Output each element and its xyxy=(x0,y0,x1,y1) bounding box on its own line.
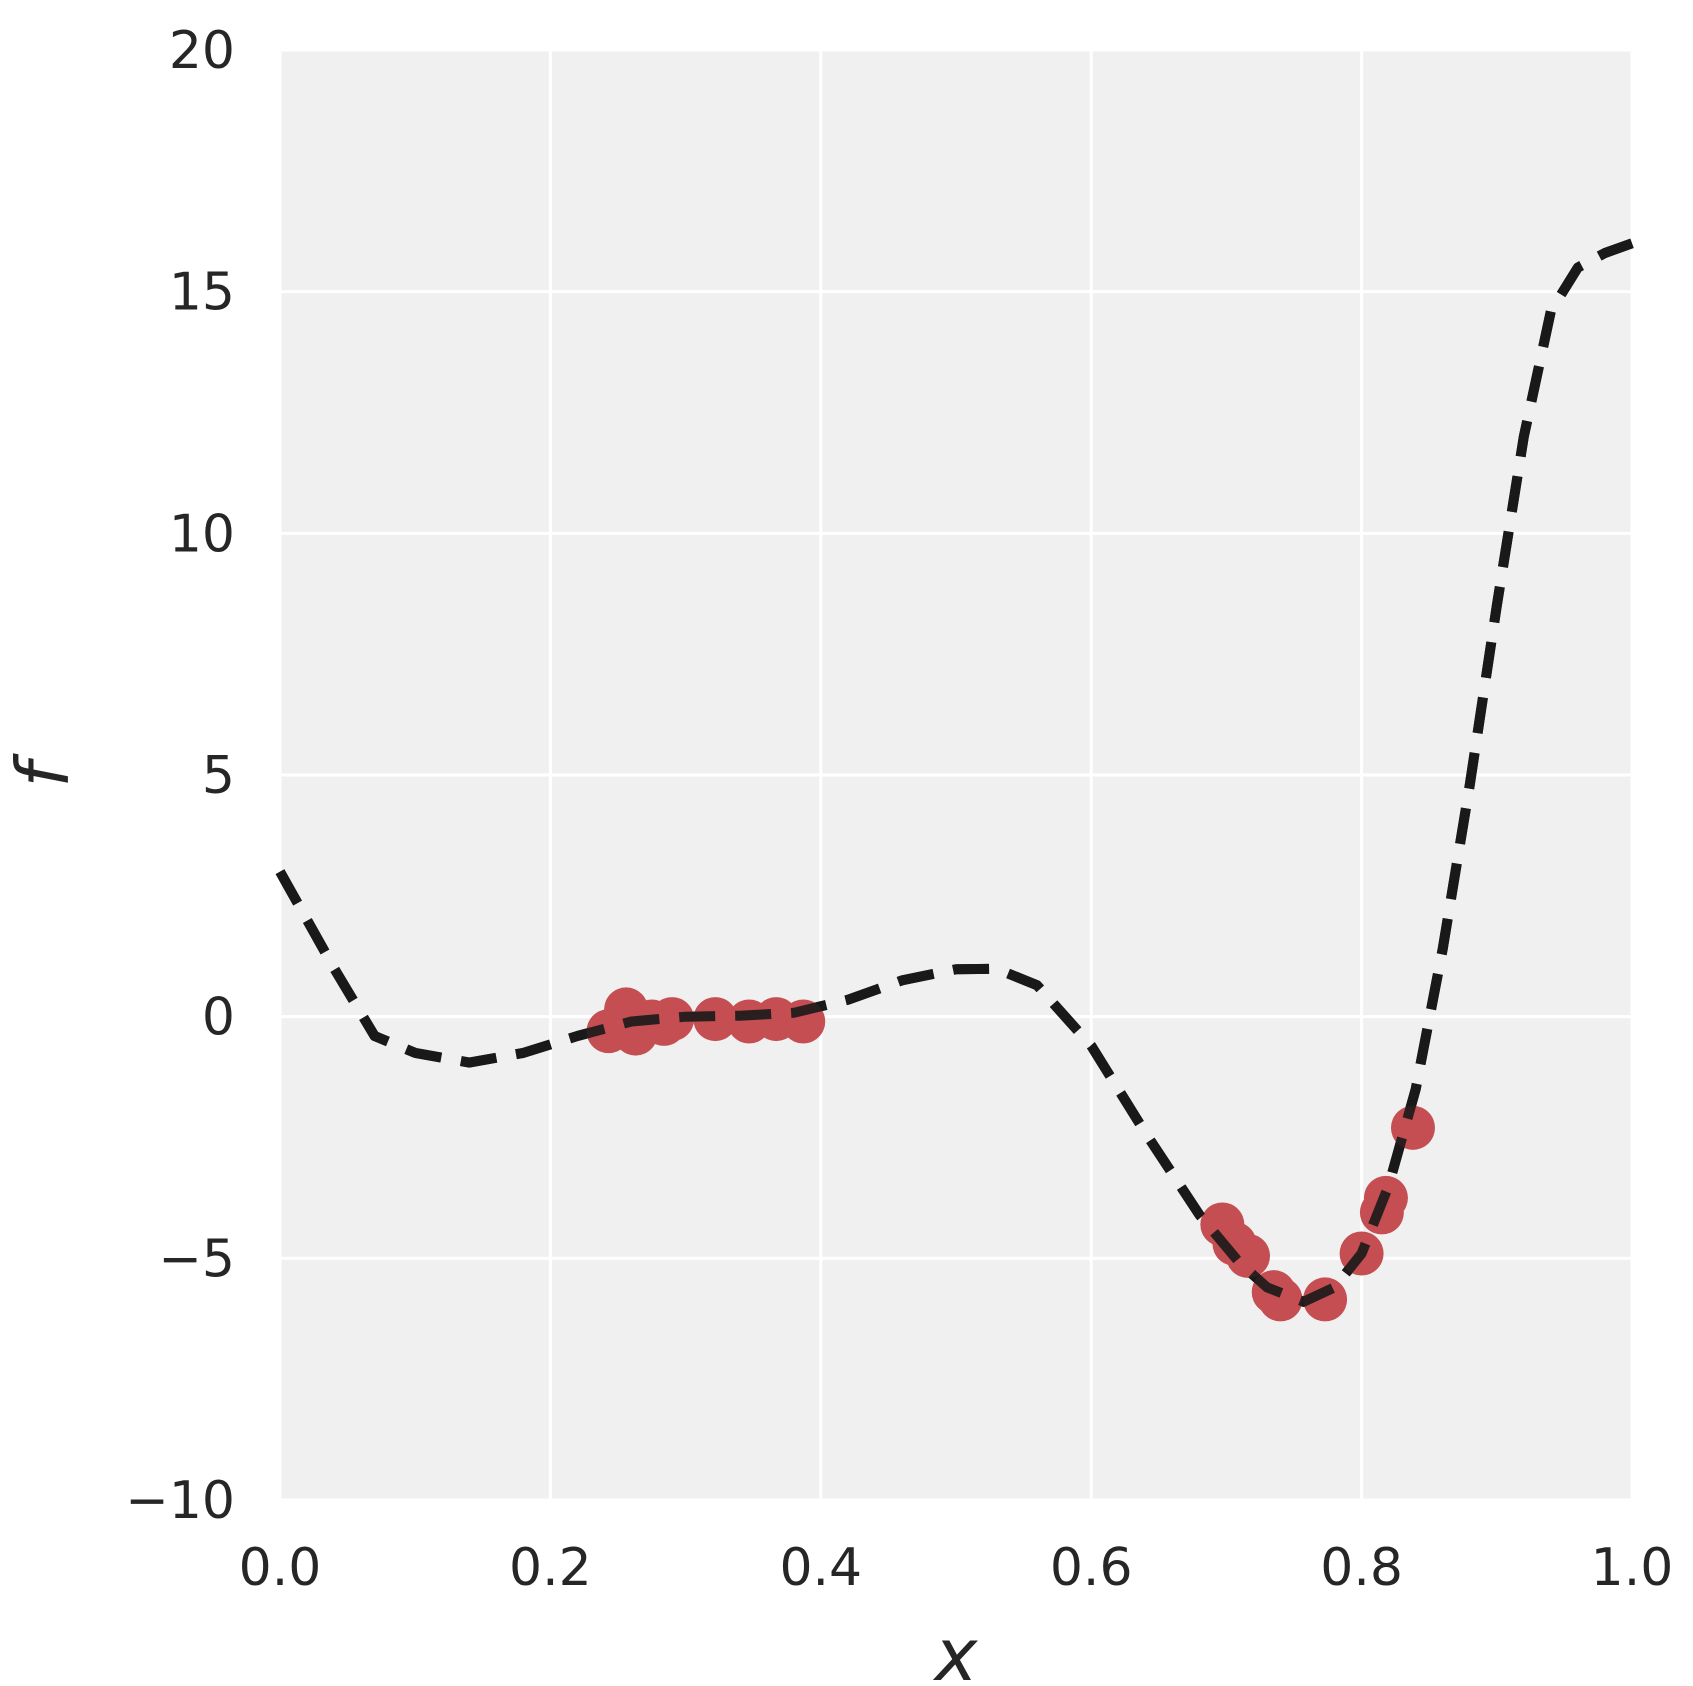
tick-labels: 0.0 0.2 0.4 0.6 0.8 1.0 −10 −5 0 5 10 15 20 xyxy=(125,21,1673,1598)
y-axis-label: f xyxy=(1,753,85,788)
x-tick-label: 0.6 xyxy=(1050,1538,1133,1598)
sample-point xyxy=(693,997,738,1042)
y-tick-label: 5 xyxy=(202,746,235,806)
series-layer xyxy=(275,238,1634,1322)
sample-point xyxy=(650,997,695,1042)
y-tick-label: 10 xyxy=(169,504,235,564)
x-tick-label: 0.8 xyxy=(1320,1538,1403,1598)
y-tick-label: −5 xyxy=(158,1229,235,1289)
x-tick-label: 0.4 xyxy=(779,1538,862,1598)
grid xyxy=(278,48,1634,1502)
y-tick-label: 20 xyxy=(169,21,235,81)
x-axis-label: x xyxy=(933,1613,979,1686)
sample-point xyxy=(1226,1233,1271,1278)
y-tick-label: 0 xyxy=(202,988,235,1048)
sample-point xyxy=(1303,1277,1348,1322)
y-tick-label: −10 xyxy=(125,1471,235,1531)
function-curve-overlay xyxy=(275,238,1634,1307)
y-tick-label: 15 xyxy=(169,263,235,323)
x-tick-label: 0.2 xyxy=(509,1538,592,1598)
x-tick-label: 0.0 xyxy=(239,1538,322,1598)
x-tick-label: 1.0 xyxy=(1591,1538,1674,1598)
